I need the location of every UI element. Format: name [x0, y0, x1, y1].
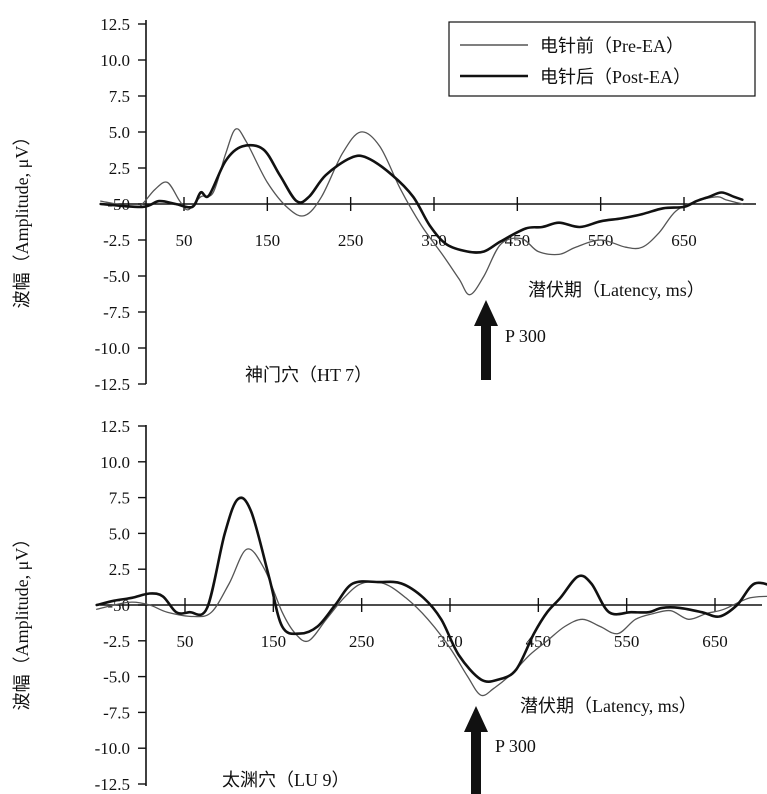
series-line-post-ea	[99, 143, 744, 254]
x-tick-label: 550	[614, 632, 640, 651]
chart-ht7: 波幅（Amplitude, μV） 12.510.07.55.02.5-50-2…	[12, 15, 756, 394]
x-axis-label: 潜伏期（Latency, ms）	[528, 280, 705, 300]
y-axis-label: 波幅（Amplitude, μV）	[12, 128, 32, 309]
x-tick-label: 350	[437, 632, 463, 651]
y-tick-label: -5.0	[103, 668, 130, 687]
x-tick-label: 150	[261, 632, 287, 651]
y-tick-label: 7.5	[109, 489, 130, 508]
y-tick-label: -7.5	[103, 703, 130, 722]
y-tick-label: 2.5	[109, 560, 130, 579]
p300-label: P 300	[495, 736, 536, 756]
y-axis-label: 波幅（Amplitude, μV）	[12, 530, 32, 711]
series-lines	[95, 496, 767, 697]
y-tick-label: 2.5	[109, 159, 130, 178]
y-tick-label: -2.5	[103, 632, 130, 651]
x-tick-label: 650	[671, 231, 697, 250]
p300-arrow	[474, 300, 498, 380]
legend: 电针前（Pre-EA） 电针后（Post-EA）	[448, 21, 756, 97]
chart-lu9: 波幅（Amplitude, μV） 12.510.07.55.02.5-50-2…	[12, 417, 767, 794]
p300-label: P 300	[505, 326, 546, 346]
x-tick-label: 150	[255, 231, 281, 250]
x-tick-label: 650	[702, 632, 728, 651]
x-tick-label: 50	[176, 231, 193, 250]
x-tick-label: 50	[177, 632, 194, 651]
series-line-pre-ea	[96, 548, 767, 697]
y-tick-label: 12.5	[100, 417, 130, 436]
series-line-post-ea	[95, 496, 767, 683]
y-tick-label: 12.5	[100, 15, 130, 34]
y-tick-label: 5.0	[109, 524, 130, 543]
legend-box	[448, 21, 756, 97]
legend-label-pre: 电针前（Pre-EA）	[540, 36, 684, 56]
y-ticks: 12.510.07.55.02.5-50-2.5-5.0-7.5-10.0-12…	[95, 15, 146, 394]
y-tick-label: 7.5	[109, 87, 130, 106]
y-tick-label: 5.0	[109, 123, 130, 142]
y-tick-label: 10.0	[100, 51, 130, 70]
y-tick-label: 10.0	[100, 453, 130, 472]
x-tick-label: 350	[421, 231, 447, 250]
x-tick-label: 250	[338, 231, 364, 250]
y-tick-label: -12.5	[95, 775, 130, 794]
y-tick-label: -7.5	[103, 303, 130, 322]
series-lines	[99, 128, 744, 296]
y-tick-label: -5.0	[103, 267, 130, 286]
x-ticks: 50 150 250 350 450 550 650	[176, 197, 697, 250]
p300-arrow	[464, 706, 488, 794]
panel-caption: 太渊穴（LU 9）	[222, 770, 350, 790]
y-tick-label: -10.0	[95, 739, 130, 758]
x-ticks: 50 150 250 350 450 550 650	[177, 598, 728, 651]
y-tick-label: -12.5	[95, 375, 130, 394]
y-ticks: 12.510.07.55.02.5-50-2.5-5.0-7.5-10.0-12…	[95, 417, 146, 794]
legend-label-post: 电针后（Post-EA）	[540, 67, 691, 87]
x-axis-label: 潜伏期（Latency, ms）	[520, 696, 697, 716]
panel-caption: 神门穴（HT 7）	[245, 365, 372, 385]
y-tick-label: -10.0	[95, 339, 130, 358]
x-tick-label: 250	[349, 632, 375, 651]
y-tick-label: -2.5	[103, 231, 130, 250]
